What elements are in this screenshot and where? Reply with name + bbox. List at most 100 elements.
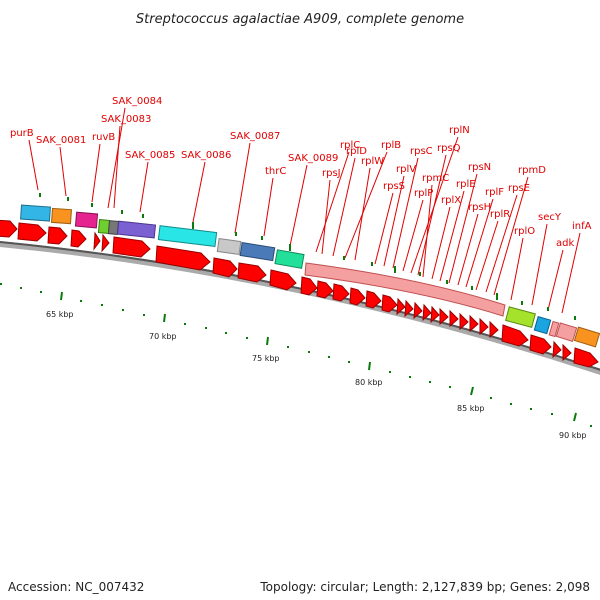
scale-minor-tick xyxy=(205,327,207,329)
gene-label: rplD xyxy=(346,146,367,157)
leader-line-rplD xyxy=(332,157,356,257)
cds-arrow xyxy=(17,222,47,242)
feature-ticks xyxy=(39,193,576,320)
gene-label: rpsJ xyxy=(322,168,341,179)
cds-arrow xyxy=(479,317,489,336)
leader-line-SAK_0084 xyxy=(107,107,126,209)
scale-minor-tick xyxy=(490,397,492,399)
cds-arrow xyxy=(155,245,211,271)
leader-line-SAK_0087 xyxy=(234,142,251,234)
feature-box-SAK_0085 xyxy=(116,220,157,239)
gene-label: SAK_0086 xyxy=(181,150,231,161)
leader-line-thrC xyxy=(263,177,274,237)
leader-line-rplP xyxy=(402,199,424,272)
gene-label: rpmC xyxy=(422,173,449,184)
cds-arrows xyxy=(0,219,599,368)
feature-box-rplO xyxy=(505,306,536,328)
gene-label: rplB xyxy=(381,140,401,151)
feature-box-infA xyxy=(555,322,578,342)
cds-arrow xyxy=(552,340,562,359)
scale-major-tick xyxy=(368,361,371,371)
gene-label: rplX xyxy=(441,195,461,206)
gene-label: infA xyxy=(572,221,592,232)
cds-arrow xyxy=(237,262,267,283)
leader-line-rplE xyxy=(439,190,465,282)
cds-arrow xyxy=(413,301,423,320)
scale-minor-tick xyxy=(530,408,532,410)
feature-box-SAK_0083 xyxy=(107,220,120,235)
scale-minor-tick xyxy=(80,300,82,302)
cds-arrow xyxy=(332,283,350,302)
cds-arrow xyxy=(316,280,334,299)
cds-arrow xyxy=(562,343,572,362)
scale-major-tick xyxy=(60,291,63,301)
leader-line-rplO xyxy=(510,237,524,301)
scale-label: 75 kbp xyxy=(252,354,280,363)
cds-arrow xyxy=(300,276,318,296)
leader-line-SAK_0085 xyxy=(139,161,149,213)
leader-line-rpsH xyxy=(457,213,479,286)
cds-arrow xyxy=(469,314,479,333)
feature-boxes xyxy=(20,204,600,348)
feature-box-thrC xyxy=(239,241,276,262)
leader-line-adk xyxy=(547,249,564,311)
leader-line-purB xyxy=(28,139,39,191)
leader-line-rpsQ xyxy=(417,154,447,276)
leader-lines xyxy=(28,107,581,314)
leader-line-rplC xyxy=(315,151,350,253)
scale-minor-tick xyxy=(287,346,289,348)
cds-arrow xyxy=(404,299,414,318)
gene-label: rpmD xyxy=(518,165,546,176)
leader-line-rpsN xyxy=(448,173,478,284)
gene-label: SAK_0087 xyxy=(230,131,280,142)
leader-line-infA xyxy=(561,232,581,314)
leader-line-SAK_0083 xyxy=(113,125,121,209)
cds-arrow xyxy=(396,297,406,316)
gene-label: rpsE xyxy=(508,183,530,194)
cds-arrow xyxy=(422,303,432,322)
scale-minor-tick xyxy=(101,304,103,306)
gene-label: rplW xyxy=(361,156,384,167)
leader-line-rplW xyxy=(354,167,371,261)
scale-minor-tick xyxy=(20,287,22,289)
cds-arrow xyxy=(70,229,87,248)
gene-label: rplE xyxy=(456,179,476,190)
feature-box-SAK_0089 xyxy=(274,249,305,269)
gene-label: rplP xyxy=(414,188,433,199)
gene-label: secY xyxy=(538,212,562,223)
genome-backbone xyxy=(0,240,600,375)
cds-arrow xyxy=(439,307,449,326)
cds-arrow xyxy=(365,290,382,309)
scale-label: 70 kbp xyxy=(149,332,177,341)
gene-label: SAK_0081 xyxy=(36,135,86,146)
feature-box-SAK_0084 xyxy=(97,219,111,234)
scale-minor-tick xyxy=(40,291,42,293)
scale-minor-tick xyxy=(246,337,248,339)
gene-label: SAK_0085 xyxy=(125,150,175,161)
scale-major-tick xyxy=(470,386,474,396)
scale-label: 65 kbp xyxy=(46,310,74,319)
cds-arrow xyxy=(112,236,151,258)
leader-line-secY xyxy=(531,223,548,306)
feature-box-SAK_0081 xyxy=(50,207,72,225)
gene-label: SAK_0089 xyxy=(288,153,338,164)
map-title: Streptococcus agalactiae A909, complete … xyxy=(136,12,464,27)
feature-box-adk xyxy=(548,320,560,338)
gene-label: rpsC xyxy=(410,146,433,157)
cds-arrow xyxy=(349,287,366,306)
scale-minor-tick xyxy=(0,283,2,285)
leader-line-rpmD xyxy=(493,176,529,296)
leader-line-SAK_0086 xyxy=(192,161,206,223)
scale-minor-tick xyxy=(510,403,512,405)
gene-label: thrC xyxy=(265,166,286,177)
gene-label: rplN xyxy=(449,125,470,136)
scale-minor-tick xyxy=(429,381,431,383)
feature-box-purB xyxy=(20,204,51,222)
scale-minor-tick xyxy=(590,425,592,427)
leader-line-rplV xyxy=(383,175,405,267)
scale-minor-tick xyxy=(389,371,391,373)
leader-line-rpsE xyxy=(485,194,518,293)
cds-arrow xyxy=(449,309,459,328)
leader-line-rplF xyxy=(465,198,494,288)
scale-major-ticks xyxy=(60,291,577,422)
